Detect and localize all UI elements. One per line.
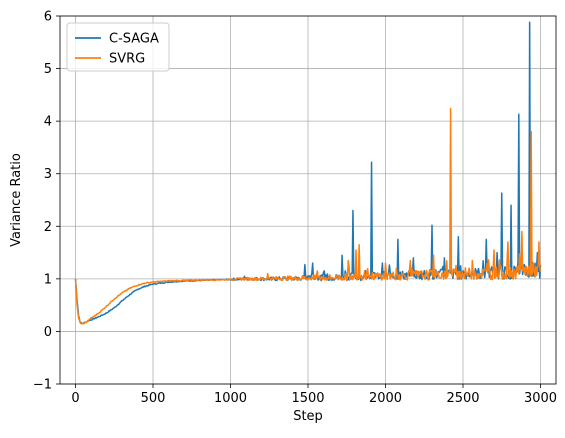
- series-layer: [74, 21, 542, 325]
- x-tick-label: 2000: [369, 391, 402, 406]
- y-tick-label: 0: [44, 325, 52, 340]
- grid-lines: [60, 15, 556, 385]
- y-tick-label: 3: [44, 167, 52, 182]
- x-tick-label: 500: [141, 391, 166, 406]
- series-line-svrg: [74, 107, 542, 325]
- y-tick-label: 2: [44, 220, 52, 235]
- x-tick-label: 1000: [214, 391, 247, 406]
- x-tick-label: 0: [71, 391, 79, 406]
- legend-label-svrg: SVRG: [109, 52, 145, 67]
- y-tick-label: 6: [44, 10, 52, 25]
- y-axis-label: Variance Ratio: [9, 153, 24, 247]
- x-tick-label: 2500: [446, 391, 479, 406]
- legend-box: [66, 22, 170, 72]
- x-tick-label: 3000: [524, 391, 557, 406]
- x-tick-label: 1500: [291, 391, 324, 406]
- y-tick-label: 4: [44, 115, 52, 130]
- y-axis-ticks: −1 0 1 2 3 4 5 6: [33, 10, 60, 393]
- series-line-c-saga: [74, 21, 542, 325]
- y-tick-label: 1: [44, 272, 52, 287]
- x-axis-ticks: 0 500 1000 1500 2000 2500 3000: [71, 384, 557, 406]
- legend: C-SAGA SVRG: [66, 22, 170, 72]
- y-tick-label: −1: [33, 378, 52, 393]
- legend-label-c-saga: C-SAGA: [109, 32, 159, 47]
- x-axis-label: Step: [293, 409, 323, 424]
- y-tick-label: 5: [44, 62, 52, 77]
